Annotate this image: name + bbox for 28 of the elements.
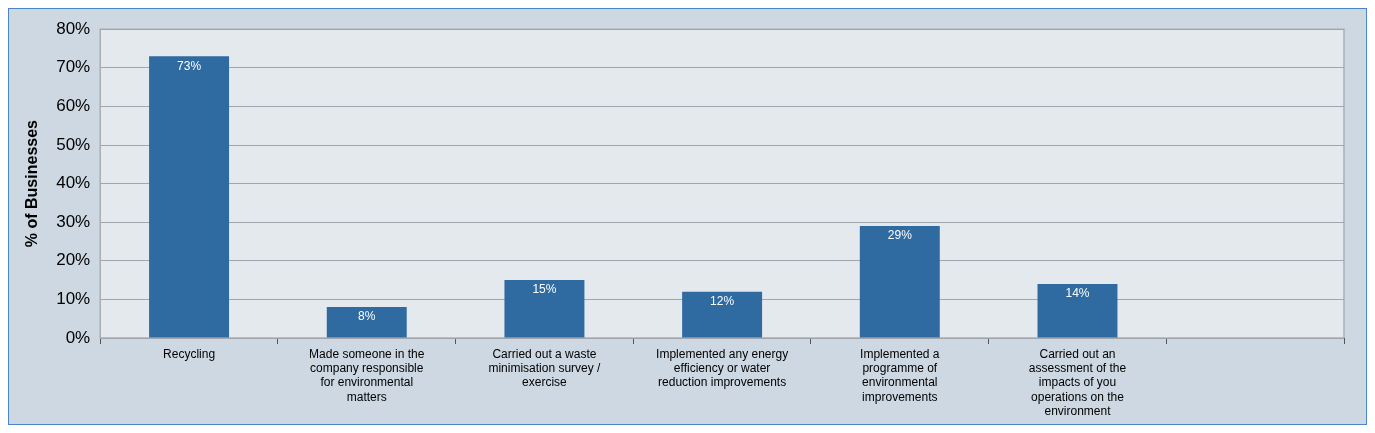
y-tick-label: 0% [65,327,91,347]
y-tick-label: 10% [56,289,91,309]
y-tick-label: 50% [56,134,91,154]
x-tick-label: Implemented a programme of environmental improvements [860,346,940,404]
x-tick-label: Carried out a waste minimisation survey / exercise [488,346,602,390]
x-tick-label: Implemented any energy efficiency or water reduction improvements [656,346,789,390]
y-tick-label: 60% [56,96,91,116]
bar [326,307,407,338]
x-tick-label: Made someone in the company responsible for environmental matters [309,346,425,404]
y-tick-label: 40% [56,173,91,193]
bar [504,280,585,338]
y-tick-label: 80% [56,18,91,38]
bar [682,291,763,338]
x-tick-label: Recycling [163,346,216,361]
bar [859,226,940,338]
y-tick-label: 70% [56,57,91,77]
x-tick-label: Carried out an assessment of the impacts of you operations on the environment [1028,346,1127,419]
data-label: 15% [532,282,557,297]
data-label: 14% [1065,286,1090,301]
y-tick-label: 30% [56,211,91,231]
data-label: 12% [710,293,735,308]
data-label: 73% [177,58,202,73]
y-tick-label: 20% [56,250,91,270]
bar [1037,283,1118,338]
data-label: 8% [358,309,376,324]
y-axis-title: % of Businesses [23,119,41,248]
data-label: 29% [887,228,913,243]
bar [149,56,230,338]
